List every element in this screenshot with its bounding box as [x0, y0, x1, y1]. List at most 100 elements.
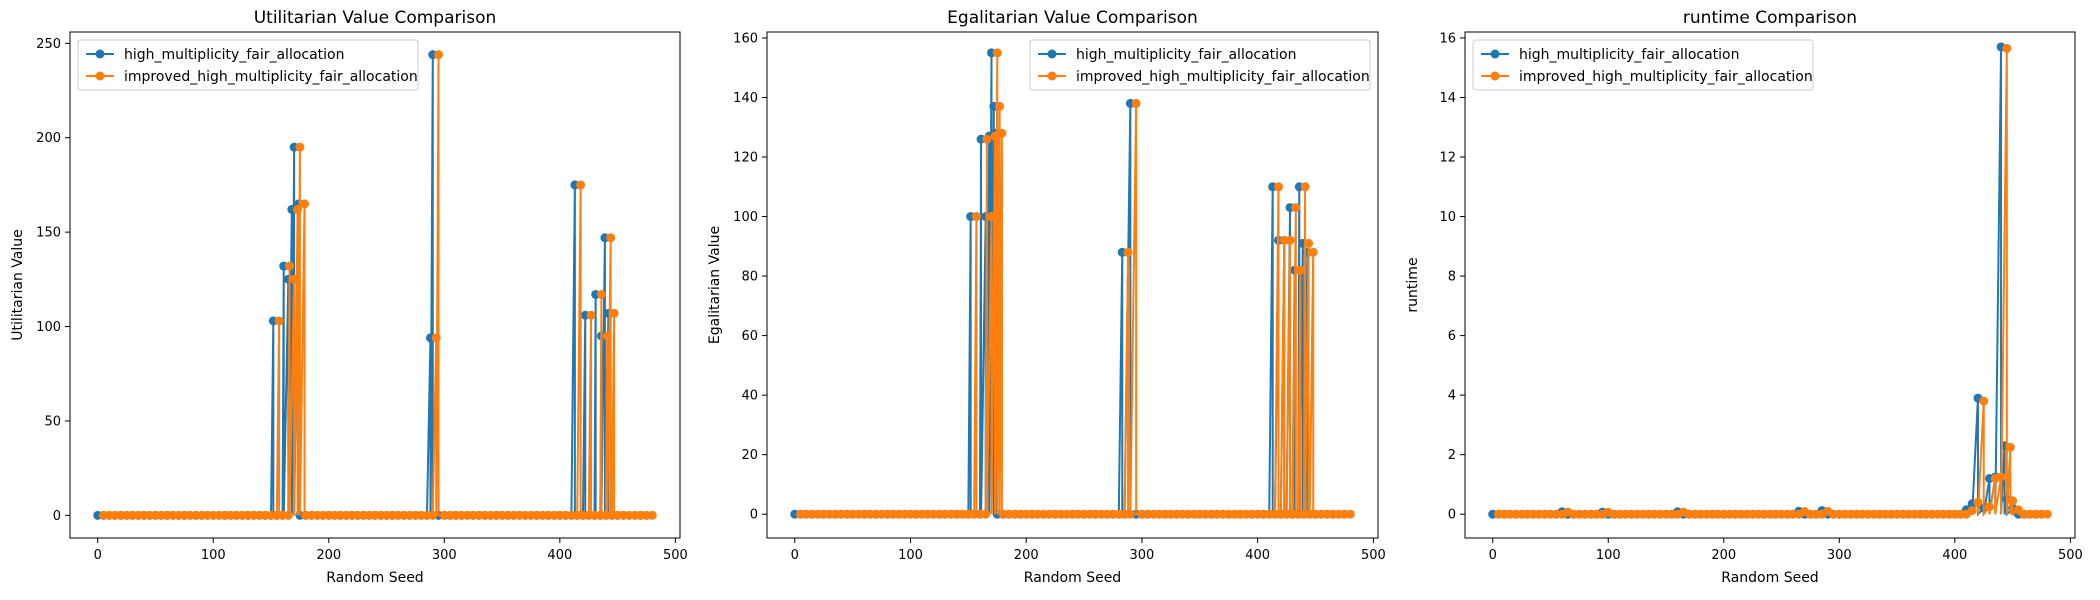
x-tick-label: 400: [547, 548, 572, 563]
y-tick-label: 100: [733, 210, 758, 225]
data-point: [285, 261, 295, 271]
legend-swatch-marker: [1490, 49, 1500, 59]
data-point: [1291, 203, 1301, 213]
data-point: [982, 134, 992, 144]
y-tick-label: 0: [750, 508, 758, 523]
y-tick-label: 4: [1448, 389, 1456, 404]
y-tick-label: 12: [1439, 151, 1456, 166]
chart-2: Egalitarian Value Comparison Random Seed E…: [707, 8, 1386, 586]
y-tick-label: 20: [741, 448, 758, 463]
y-tick-label: 60: [741, 329, 758, 344]
legend-swatch-marker: [1490, 71, 1500, 81]
x-tick-label: 400: [1245, 548, 1270, 563]
series-1: [1494, 43, 2052, 519]
data-point: [586, 310, 596, 320]
legend-entry: improved_high_multiplicity_fair_allocati…: [1076, 69, 1370, 85]
y-tick-label: 6: [1448, 329, 1456, 344]
data-point: [283, 510, 293, 520]
data-point: [2005, 442, 2015, 452]
y-axis-label: Utilitarian Value: [10, 229, 26, 340]
data-point: [289, 274, 299, 284]
x-tick-label: 500: [2058, 548, 2083, 563]
series-0: [93, 50, 651, 520]
legend-box: [1472, 39, 1814, 91]
legend: high_multiplicity_fair_allocationimprove…: [1029, 39, 1371, 91]
series-0: [1488, 42, 2046, 519]
legend-swatch-marker: [1047, 71, 1057, 81]
data-point: [1973, 497, 1983, 507]
x-tick-label: 300: [432, 548, 457, 563]
y-tick-label: 160: [733, 31, 758, 46]
series-line: [1492, 46, 2042, 519]
y-tick-label: 100: [36, 320, 61, 335]
data-point: [1308, 247, 1318, 257]
x-tick-label: 100: [1596, 548, 1621, 563]
series-0: [790, 48, 1349, 519]
data-point: [995, 101, 1005, 111]
legend-swatch-marker: [95, 71, 105, 81]
x-tick-label: 0: [94, 548, 102, 563]
legend-entry: high_multiplicity_fair_allocation: [124, 47, 345, 63]
legend-entry: improved_high_multiplicity_fair_allocati…: [124, 69, 418, 85]
series-line: [1498, 48, 2048, 518]
data-point: [576, 180, 586, 190]
data-point: [1273, 182, 1283, 192]
y-tick-label: 250: [36, 37, 61, 52]
x-tick-label: 0: [791, 548, 799, 563]
legend: high_multiplicity_fair_allocationimprove…: [1472, 39, 1814, 91]
data-point: [1967, 506, 1977, 516]
plot-frame: [1464, 31, 2076, 539]
x-tick-label: 200: [1711, 548, 1736, 563]
data-point: [1125, 509, 1135, 519]
data-point: [1285, 235, 1295, 245]
x-tick-label: 500: [663, 548, 688, 563]
legend-box: [77, 39, 419, 91]
y-tick-label: 150: [36, 226, 61, 241]
data-point: [1300, 182, 1310, 192]
data-point: [596, 289, 606, 299]
y-tick-label: 140: [733, 91, 758, 106]
data-point: [990, 131, 1000, 141]
data-point: [1131, 98, 1141, 108]
y-tick-label: 80: [741, 270, 758, 285]
y-axis-label: runtime: [1405, 257, 1421, 312]
y-tick-label: 200: [36, 131, 61, 146]
y-tick-label: 0: [1448, 508, 1456, 523]
data-point: [602, 331, 612, 341]
data-point: [981, 509, 991, 519]
series-1: [796, 48, 1355, 519]
data-point: [2042, 509, 2052, 519]
chart-title: runtime Comparison: [1683, 8, 1857, 28]
legend-entry: improved_high_multiplicity_fair_allocati…: [1519, 69, 1813, 85]
data-point: [434, 50, 444, 60]
data-point: [971, 212, 981, 222]
data-point: [1123, 247, 1133, 257]
chart-title: Egalitarian Value Comparison: [947, 8, 1198, 28]
data-point: [295, 142, 305, 152]
data-point: [1996, 472, 2006, 482]
y-tick-label: 40: [741, 389, 758, 404]
y-axis-label: Egalitarian Value: [707, 226, 723, 344]
data-point: [992, 48, 1002, 58]
legend-entry: high_multiplicity_fair_allocation: [1519, 47, 1740, 63]
legend-entry: high_multiplicity_fair_allocation: [1076, 47, 1297, 63]
data-point: [1345, 509, 1355, 519]
data-point: [274, 316, 284, 326]
x-tick-label: 200: [316, 548, 341, 563]
data-point: [1979, 396, 1989, 406]
data-point: [647, 510, 657, 520]
y-tick-label: 10: [1439, 210, 1456, 225]
x-tick-label: 100: [898, 548, 923, 563]
y-tick-label: 14: [1439, 91, 1456, 106]
series-line: [103, 54, 653, 517]
legend-box: [1029, 39, 1371, 91]
data-point: [606, 233, 616, 243]
y-tick-label: 50: [44, 414, 61, 429]
data-point: [997, 128, 1007, 138]
x-axis-label: Random Seed: [1721, 570, 1818, 586]
series-line: [794, 52, 1345, 516]
y-tick-label: 16: [1439, 31, 1456, 46]
y-tick-label: 2: [1448, 448, 1456, 463]
data-point: [1295, 265, 1305, 275]
